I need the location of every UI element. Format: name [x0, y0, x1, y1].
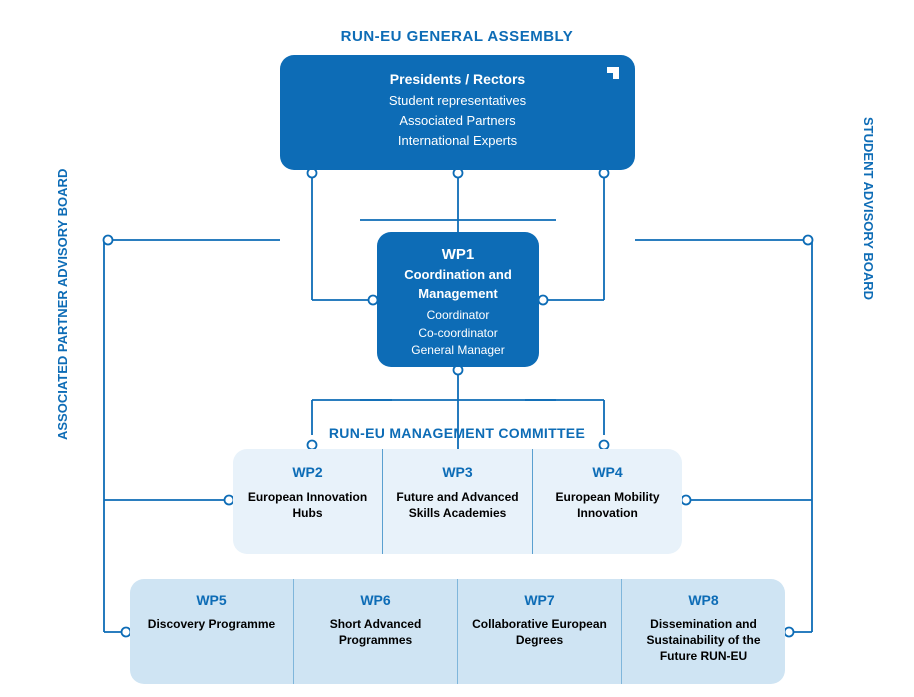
- wp7-label: Collaborative European Degrees: [464, 616, 615, 648]
- wp6-cell: WP6 Short Advanced Programmes: [294, 579, 458, 684]
- wp4-cell: WP4 European Mobility Innovation: [533, 449, 682, 554]
- wp7-cell: WP7 Collaborative European Degrees: [458, 579, 622, 684]
- wp3-label: Future and Advanced Skills Academies: [391, 489, 524, 523]
- org-diagram: RUN-EU GENERAL ASSEMBLY Presidents / Rec…: [0, 0, 914, 697]
- wp8-code: WP8: [628, 591, 779, 610]
- wp6-code: WP6: [300, 591, 451, 610]
- wp1-role: Co-coordinator: [383, 325, 533, 342]
- general-assembly-title: RUN-EU GENERAL ASSEMBLY: [0, 28, 914, 45]
- wp3-cell: WP3 Future and Advanced Skills Academies: [383, 449, 533, 554]
- wp1-box: WP1 Coordination and Management Coordina…: [377, 232, 539, 367]
- wp1-title: Coordination and Management: [383, 266, 533, 304]
- wp5-label: Discovery Programme: [136, 616, 287, 632]
- assembly-box: Presidents / Rectors Student representat…: [280, 55, 635, 170]
- wp8-label: Dissemination and Sustainability of the …: [628, 616, 779, 665]
- assembly-line: Student representatives: [290, 91, 625, 111]
- right-advisory-board-label: STUDENT ADVISORY BOARD: [861, 117, 876, 300]
- management-committee-box: WP2 European Innovation Hubs WP3 Future …: [233, 449, 682, 554]
- wp5-cell: WP5 Discovery Programme: [130, 579, 294, 684]
- bottom-row-box: WP5 Discovery Programme WP6 Short Advanc…: [130, 579, 785, 684]
- management-committee-title: RUN-EU MANAGEMENT COMMITTEE: [0, 425, 914, 441]
- left-advisory-board-label: ASSOCIATED PARTNER ADVISORY BOARD: [55, 169, 70, 440]
- wp6-label: Short Advanced Programmes: [300, 616, 451, 648]
- wp1-role: General Manager: [383, 342, 533, 359]
- wp4-code: WP4: [541, 463, 674, 483]
- assembly-line: International Experts: [290, 131, 625, 151]
- wp3-code: WP3: [391, 463, 524, 483]
- assembly-line: Associated Partners: [290, 111, 625, 131]
- wp7-code: WP7: [464, 591, 615, 610]
- wp2-code: WP2: [241, 463, 374, 483]
- corner-icon: [601, 67, 619, 91]
- wp2-cell: WP2 European Innovation Hubs: [233, 449, 383, 554]
- wp1-role: Coordinator: [383, 307, 533, 324]
- wp1-code: WP1: [383, 244, 533, 266]
- wp8-cell: WP8 Dissemination and Sustainability of …: [622, 579, 785, 684]
- assembly-heading: Presidents / Rectors: [290, 69, 625, 91]
- wp2-label: European Innovation Hubs: [241, 489, 374, 523]
- wp5-code: WP5: [136, 591, 287, 610]
- wp4-label: European Mobility Innovation: [541, 489, 674, 523]
